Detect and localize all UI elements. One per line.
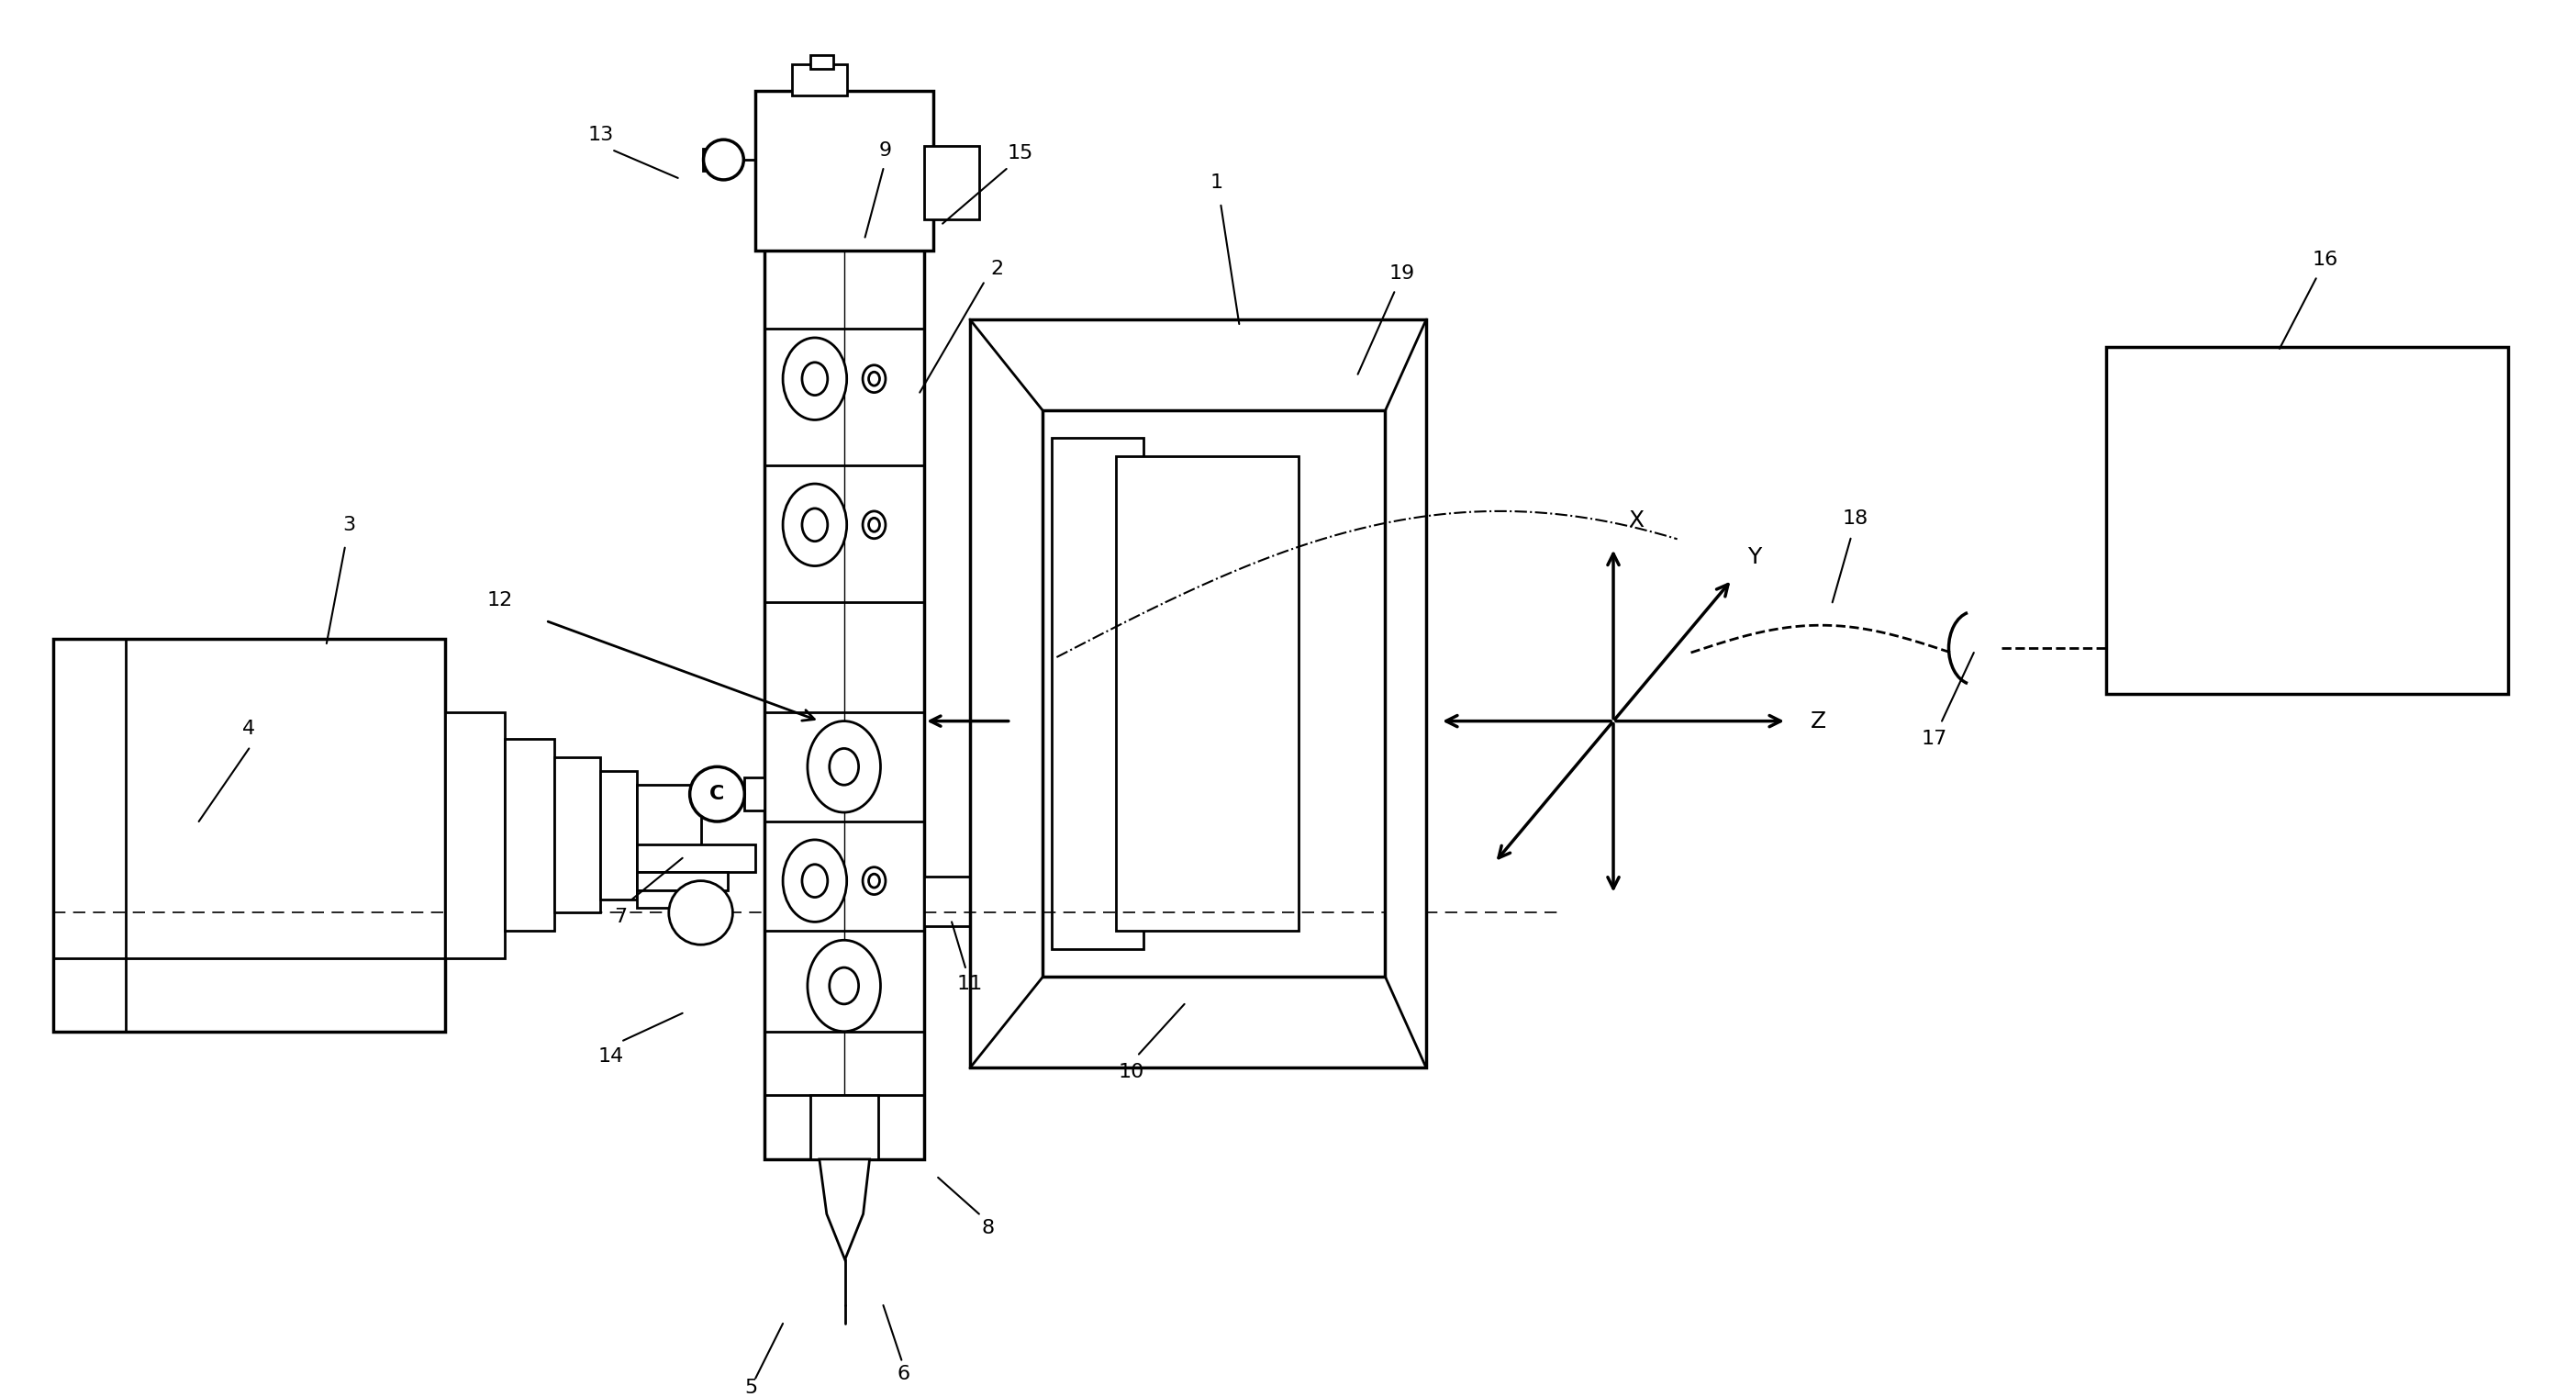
Bar [446, 712, 505, 958]
Bar [971, 320, 1427, 1067]
Bar [1043, 883, 1074, 921]
Bar [636, 872, 729, 890]
Text: 3: 3 [343, 515, 355, 534]
Bar [925, 876, 1043, 926]
Bar [52, 638, 446, 1031]
Ellipse shape [868, 372, 878, 386]
Ellipse shape [829, 749, 858, 785]
Ellipse shape [868, 518, 878, 532]
Ellipse shape [783, 483, 848, 566]
Text: Z: Z [1811, 710, 1826, 732]
Polygon shape [819, 1160, 871, 1260]
Text: 11: 11 [958, 975, 984, 993]
Text: 19: 19 [1388, 264, 1414, 284]
Bar [765, 237, 925, 1160]
Ellipse shape [783, 338, 848, 420]
Bar [1051, 439, 1144, 950]
Bar [636, 890, 711, 908]
Bar [703, 149, 724, 170]
Text: 2: 2 [992, 260, 1005, 278]
Text: 9: 9 [878, 141, 891, 159]
Ellipse shape [801, 362, 827, 395]
Text: 10: 10 [1118, 1063, 1144, 1081]
Ellipse shape [806, 721, 881, 813]
Text: 12: 12 [487, 591, 513, 609]
Circle shape [670, 882, 732, 944]
Ellipse shape [863, 868, 886, 894]
Bar [2107, 346, 2506, 694]
Ellipse shape [801, 865, 827, 897]
Text: 4: 4 [242, 719, 255, 738]
Bar [1115, 457, 1298, 930]
Ellipse shape [829, 968, 858, 1004]
Text: 17: 17 [1922, 731, 1947, 749]
Text: 5: 5 [744, 1379, 757, 1397]
Bar [744, 778, 765, 810]
Text: 16: 16 [2313, 251, 2339, 270]
Ellipse shape [806, 940, 881, 1031]
Bar [554, 757, 600, 912]
Bar [791, 64, 848, 96]
Circle shape [703, 140, 744, 180]
Bar [811, 1095, 878, 1160]
Bar [925, 147, 979, 219]
Ellipse shape [801, 509, 827, 541]
Text: 1: 1 [1211, 173, 1224, 191]
Text: C: C [708, 785, 724, 803]
Text: 13: 13 [587, 126, 613, 144]
Text: 7: 7 [613, 908, 626, 926]
Bar [636, 844, 755, 872]
Text: 14: 14 [598, 1046, 623, 1066]
Circle shape [690, 767, 744, 821]
Bar [811, 54, 832, 68]
Bar [600, 771, 636, 900]
Text: 15: 15 [1007, 144, 1033, 162]
Bar [1074, 887, 1097, 916]
Ellipse shape [783, 840, 848, 922]
Text: 18: 18 [1842, 510, 1868, 528]
Bar [636, 785, 701, 886]
Ellipse shape [863, 365, 886, 393]
Ellipse shape [868, 875, 878, 887]
Text: 8: 8 [981, 1218, 994, 1236]
Bar [1043, 411, 1386, 977]
Text: Y: Y [1747, 546, 1762, 567]
Bar [755, 91, 933, 251]
Text: 6: 6 [896, 1365, 909, 1383]
Ellipse shape [863, 511, 886, 538]
Bar [505, 739, 554, 930]
Text: X: X [1628, 510, 1643, 531]
